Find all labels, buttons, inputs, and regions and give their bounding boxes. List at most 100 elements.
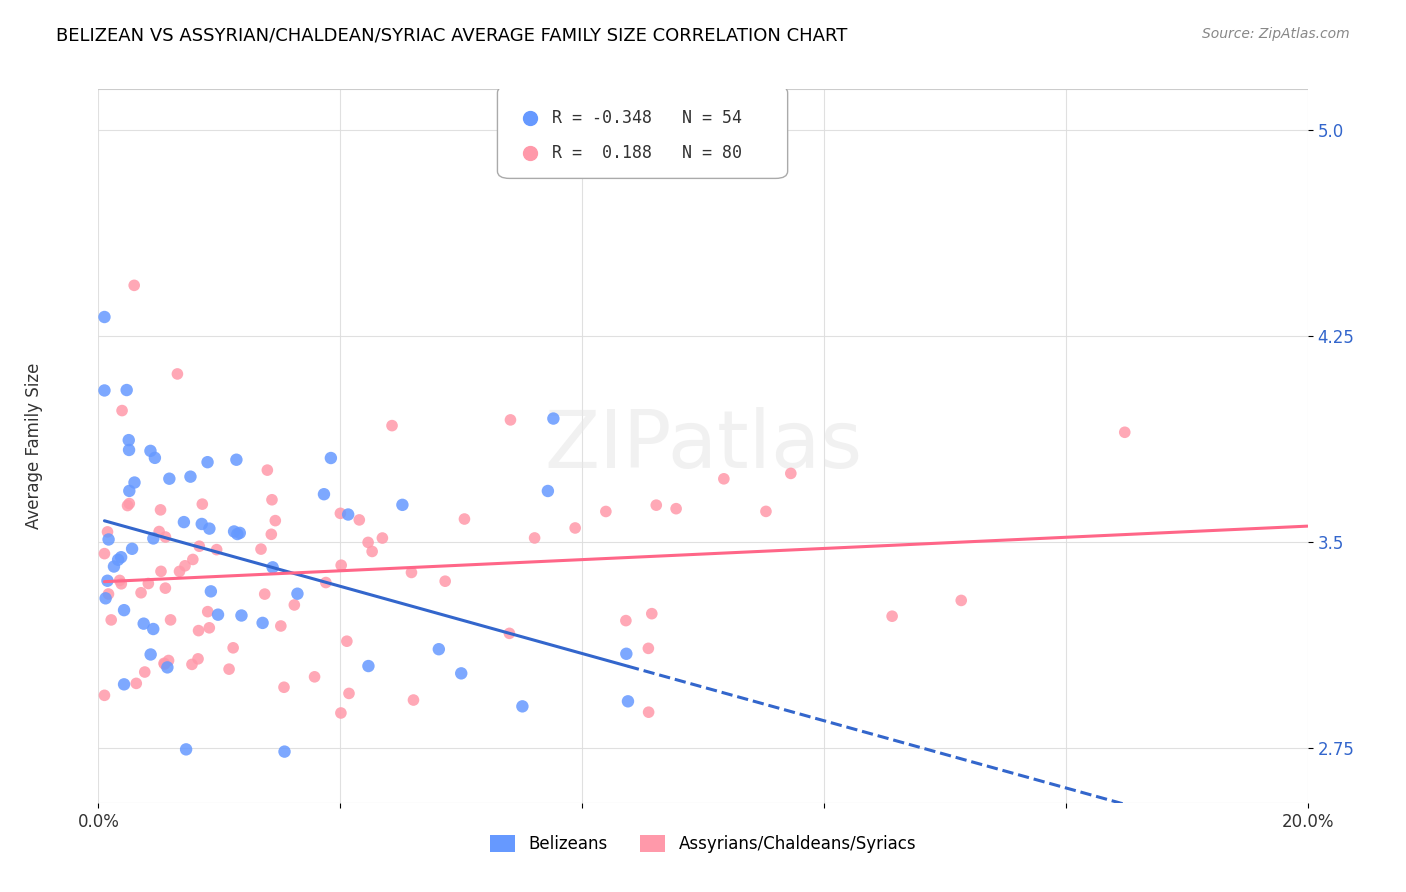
Point	[148, 524, 170, 539]
Point	[499, 413, 522, 427]
Text: ZIPatlas: ZIPatlas	[544, 407, 862, 485]
Point	[159, 613, 181, 627]
Point	[200, 584, 222, 599]
Point	[155, 581, 177, 595]
Point	[142, 532, 165, 546]
Point	[97, 587, 120, 601]
Point	[139, 443, 162, 458]
Point	[755, 504, 778, 518]
Point	[882, 609, 904, 624]
Point	[93, 689, 115, 703]
Point	[315, 575, 337, 590]
Point	[645, 498, 668, 512]
Point	[434, 574, 457, 589]
Point	[498, 626, 520, 640]
Point	[229, 525, 252, 540]
FancyBboxPatch shape	[498, 86, 787, 178]
Point	[402, 693, 425, 707]
Point	[231, 608, 253, 623]
Point	[190, 516, 212, 531]
Point	[149, 565, 172, 579]
Point	[100, 613, 122, 627]
Point	[283, 598, 305, 612]
Point	[93, 384, 115, 398]
Point	[950, 593, 973, 607]
Point	[121, 541, 143, 556]
Point	[256, 463, 278, 477]
Point	[149, 503, 172, 517]
Point	[273, 745, 295, 759]
Point	[134, 665, 156, 679]
Text: R =  0.188   N = 80: R = 0.188 N = 80	[551, 145, 742, 162]
Point	[614, 614, 637, 628]
Point	[198, 522, 221, 536]
Point	[118, 433, 141, 447]
Point	[453, 512, 475, 526]
Point	[166, 367, 188, 381]
Point	[117, 499, 139, 513]
Point	[187, 624, 209, 638]
Point	[191, 497, 214, 511]
Point	[174, 558, 197, 573]
Point	[614, 647, 637, 661]
Point	[188, 539, 211, 553]
Point	[349, 513, 371, 527]
Point	[264, 514, 287, 528]
Point	[337, 686, 360, 700]
Point	[157, 472, 180, 486]
Point	[329, 706, 352, 720]
Point	[115, 383, 138, 397]
Point	[179, 469, 201, 483]
Point	[779, 467, 801, 481]
Point	[118, 442, 141, 457]
Point	[391, 498, 413, 512]
Point	[93, 310, 115, 324]
Point	[641, 607, 664, 621]
Point	[250, 542, 273, 557]
Point	[132, 616, 155, 631]
Point	[222, 640, 245, 655]
Y-axis label: Average Family Size: Average Family Size	[25, 363, 42, 529]
Point	[110, 550, 132, 565]
Point	[198, 621, 221, 635]
Point	[112, 677, 135, 691]
Point	[401, 566, 423, 580]
Point	[118, 497, 141, 511]
Point	[357, 659, 380, 673]
Point	[371, 531, 394, 545]
Point	[143, 450, 166, 465]
Point	[169, 565, 191, 579]
Point	[262, 560, 284, 574]
Point	[226, 527, 249, 541]
Point	[111, 403, 134, 417]
Point	[253, 587, 276, 601]
Point	[361, 544, 384, 558]
Point	[97, 533, 120, 547]
Text: R = -0.348   N = 54: R = -0.348 N = 54	[551, 109, 742, 127]
Point	[523, 531, 546, 545]
Point	[357, 535, 380, 549]
Point	[329, 506, 352, 520]
Point	[260, 492, 283, 507]
Point	[156, 660, 179, 674]
Text: BELIZEAN VS ASSYRIAN/CHALDEAN/SYRIAC AVERAGE FAMILY SIZE CORRELATION CHART: BELIZEAN VS ASSYRIAN/CHALDEAN/SYRIAC AVE…	[56, 27, 848, 45]
Point	[512, 699, 534, 714]
Point	[336, 634, 359, 648]
Text: Source: ZipAtlas.com: Source: ZipAtlas.com	[1202, 27, 1350, 41]
Point	[155, 530, 177, 544]
Point	[270, 619, 292, 633]
Point	[181, 552, 204, 566]
Point	[118, 483, 141, 498]
Point	[381, 418, 404, 433]
Point	[537, 483, 560, 498]
Point	[139, 648, 162, 662]
Point	[122, 278, 145, 293]
Point	[110, 576, 132, 591]
Point	[181, 657, 204, 672]
Point	[197, 605, 219, 619]
Point	[637, 641, 659, 656]
Point	[637, 705, 659, 719]
Point	[337, 508, 360, 522]
Point	[153, 657, 176, 672]
Point	[252, 615, 274, 630]
